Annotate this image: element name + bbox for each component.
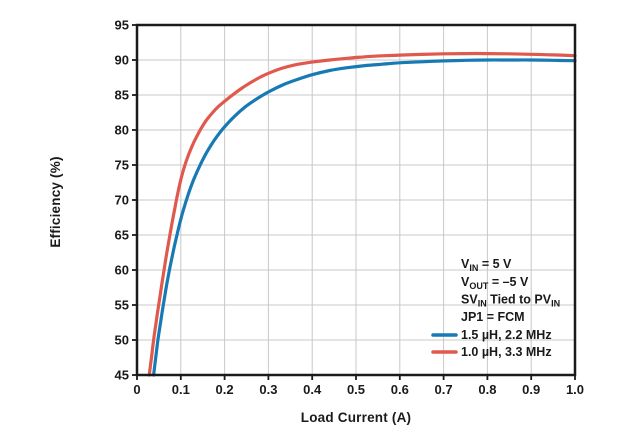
x-tick-label: 0.7 [435,382,453,397]
x-tick-label: 0.8 [478,382,496,397]
annotation-block: VIN = 5 V VOUT = –5 V SVIN Tied to PVINJP1… [461,257,560,324]
y-axis-title: Efficiency (%) [48,156,63,247]
annotation-line: VOUT = –5 V [461,275,529,291]
y-tick-label: 45 [115,368,129,383]
y-tick-label: 60 [115,263,129,278]
annotation-line: SVIN Tied to PVIN [461,293,560,309]
legend-label-1: 1.0 µH, 3.3 MHz [461,345,552,359]
series-line-0 [152,58,577,377]
x-tick-label: 0.9 [522,382,540,397]
x-tick-label: 0.4 [303,382,322,397]
y-tick-label: 65 [115,228,129,243]
y-tick-label: 50 [115,333,129,348]
legend: 1.5 µH, 2.2 MHz 1.0 µH, 3.3 MHz [431,328,552,359]
x-tick-label: 0 [133,382,140,397]
grid-layer [137,25,575,375]
series-layer [147,51,577,377]
y-tick-label: 70 [115,193,129,208]
x-tick-label: 0.6 [391,382,409,397]
y-tick-label: 90 [115,53,129,68]
x-tick-label: 0.3 [259,382,277,397]
plot-border [135,23,577,377]
series-line-1 [147,51,577,377]
y-tick-label: 85 [115,88,129,103]
y-tick-label: 95 [115,18,129,33]
annotation-line: VIN = 5 V [461,257,512,273]
y-tick-label: 80 [115,123,129,138]
y-tick-label: 75 [115,158,129,173]
y-tick-label: 55 [115,298,129,313]
x-tick-label: 0.1 [172,382,190,397]
tick-label-layer: 0 0.1 0.2 0.3 0.4 0.5 0.6 0.7 0.8 0.9 1.0 45 50 55 60 6… [115,18,585,398]
x-tick-label: 0.2 [216,382,234,397]
x-tick-label: 0.5 [347,382,365,397]
x-tick-label: 1.0 [566,382,584,397]
axis-layer [132,23,577,380]
x-axis-title: Load Current (A) [301,410,411,425]
annotation-line: JP1 = FCM [461,310,525,324]
legend-label-0: 1.5 µH, 2.2 MHz [461,328,552,342]
